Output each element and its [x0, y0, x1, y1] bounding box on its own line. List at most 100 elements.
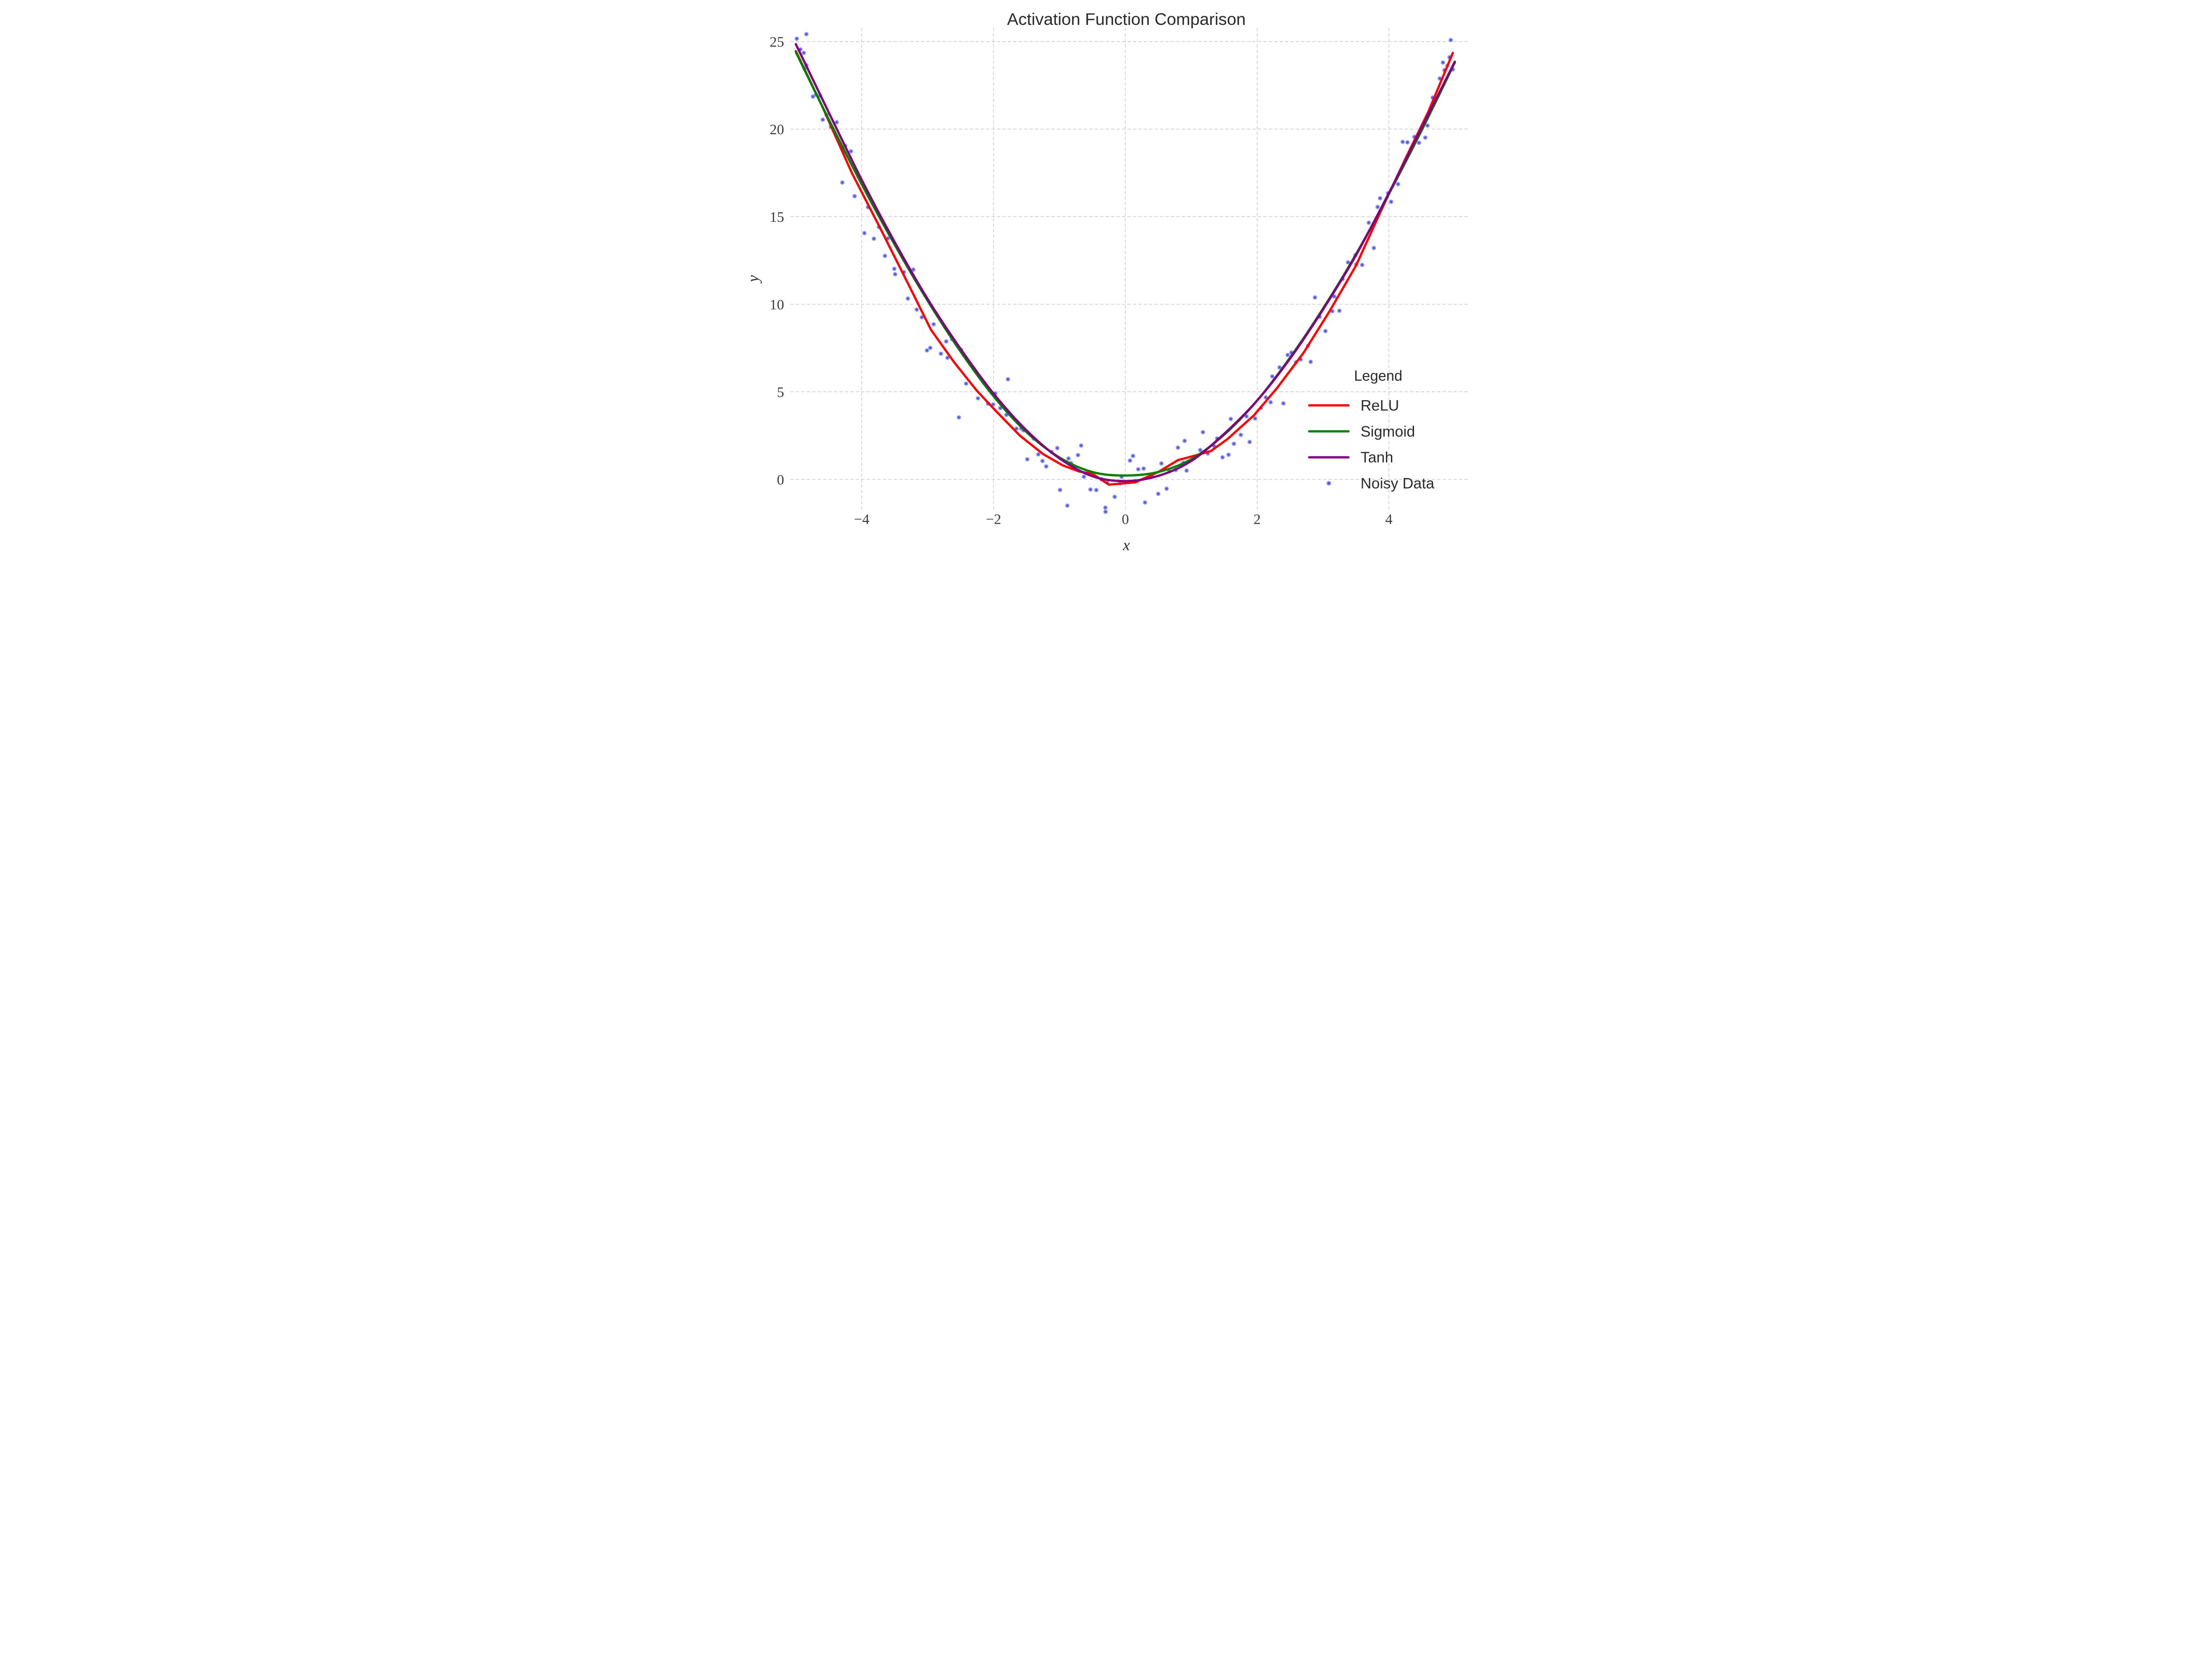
- scatter-point: [1130, 454, 1135, 459]
- y-tick-label: 5: [777, 384, 784, 400]
- scatter-point: [1231, 441, 1236, 446]
- scatter-point: [1375, 205, 1380, 210]
- scatter-point: [1405, 140, 1410, 145]
- scatter-point: [794, 36, 799, 41]
- scatter-point: [911, 267, 916, 272]
- x-axis-label: x: [1122, 536, 1130, 554]
- scatter-point: [1425, 123, 1430, 128]
- scatter-point: [1025, 457, 1030, 462]
- scatter-point: [1440, 60, 1445, 65]
- scatter-point: [1270, 374, 1275, 379]
- scatter-point: [1075, 453, 1080, 458]
- scatter-point: [1088, 487, 1093, 492]
- scatter-point: [1184, 468, 1189, 473]
- scatter-point: [1359, 263, 1364, 268]
- scatter-point: [914, 307, 919, 312]
- scatter-point: [801, 50, 806, 55]
- scatter-point: [893, 272, 898, 277]
- scatter-point: [1220, 455, 1225, 460]
- scatter-point: [1040, 459, 1045, 464]
- scatter-point: [1005, 377, 1010, 382]
- scatter-point: [1094, 488, 1099, 493]
- scatter-point: [1228, 416, 1233, 421]
- scatter-point: [1198, 448, 1203, 453]
- scatter-point: [1268, 400, 1273, 405]
- scatter-point: [1416, 140, 1421, 145]
- scatter-point: [1112, 494, 1117, 499]
- y-axis-label: y: [744, 275, 762, 283]
- scatter-point: [1103, 505, 1108, 510]
- scatter-point: [848, 149, 853, 154]
- scatter-point: [1081, 474, 1086, 479]
- scatter-point: [1156, 491, 1161, 496]
- legend-entry-label: Noisy Data: [1360, 475, 1434, 492]
- scatter-point: [1323, 329, 1328, 334]
- scatter-point: [975, 396, 980, 401]
- scatter-point: [1377, 196, 1382, 201]
- y-tick-label: 20: [769, 121, 784, 138]
- scatter-point: [1065, 503, 1070, 508]
- scatter-point: [1036, 452, 1041, 457]
- scatter-point: [1345, 260, 1350, 265]
- scatter-point: [1043, 464, 1048, 469]
- scatter-point: [943, 339, 948, 344]
- y-tick-label: 0: [777, 471, 784, 488]
- scatter-point: [1400, 139, 1405, 144]
- scatter-point: [1247, 440, 1252, 445]
- scatter-point: [1308, 359, 1313, 364]
- scatter-point: [871, 236, 876, 241]
- y-tick-label: 25: [769, 33, 784, 50]
- scatter-point: [1252, 416, 1257, 421]
- legend-entry-noisy-data: Noisy Data: [1326, 475, 1434, 492]
- x-tick-label: 0: [1122, 511, 1129, 527]
- legend-entry-tanh: Tanh: [1308, 450, 1393, 466]
- scatter-point: [1127, 458, 1132, 463]
- legend-entry-label: Tanh: [1360, 450, 1393, 466]
- y-tick-label: 10: [769, 296, 784, 312]
- scatter-point: [882, 253, 887, 258]
- y-tick-label: 15: [769, 209, 784, 225]
- scatter-point: [1238, 432, 1243, 437]
- scatter-point: [1371, 245, 1376, 250]
- scatter-point: [1055, 445, 1060, 450]
- scatter-point: [1066, 456, 1071, 461]
- x-tick-label: −2: [985, 511, 1001, 527]
- legend-entry-label: Sigmoid: [1360, 423, 1414, 440]
- scatter-point: [1337, 308, 1342, 313]
- scatter-point: [1395, 182, 1400, 187]
- scatter-points: [794, 32, 1455, 514]
- scatter-point: [1182, 438, 1187, 443]
- scatter-point: [1448, 38, 1453, 43]
- scatter-point: [956, 415, 961, 420]
- figure: −4 −2 0 2 4 0 5 10 15 20 25 Activation Function C…: [737, 0, 1475, 557]
- scatter-point: [820, 117, 825, 122]
- scatter-point: [1136, 467, 1141, 472]
- scatter-point: [840, 180, 845, 185]
- curve-tanh: [794, 43, 1456, 483]
- x-tick-label: −4: [854, 511, 869, 527]
- scatter-point: [1103, 509, 1108, 514]
- scatter-point: [1141, 466, 1146, 471]
- legend: Legend ReLU Sigmoid Tanh Noisy Data: [1308, 368, 1434, 492]
- scatter-point: [804, 32, 809, 37]
- scatter-point: [862, 230, 867, 235]
- scatter-point: [1285, 353, 1290, 358]
- scatter-point: [852, 194, 857, 199]
- x-tick-label: 4: [1385, 511, 1392, 527]
- scatter-point: [924, 348, 929, 353]
- legend-entry-sigmoid: Sigmoid: [1308, 423, 1415, 440]
- x-tick-labels: −4 −2 0 2 4: [854, 511, 1392, 527]
- scatter-point: [945, 355, 950, 360]
- scatter-point: [931, 322, 936, 327]
- curve-relu: [794, 50, 1454, 486]
- x-tick-label: 2: [1253, 511, 1261, 527]
- scatter-point: [938, 351, 943, 356]
- scatter-point: [1175, 445, 1180, 450]
- scatter-point: [1079, 443, 1084, 448]
- legend-entry-label: ReLU: [1360, 397, 1399, 414]
- scatter-point: [927, 345, 932, 350]
- scatter-point: [1280, 401, 1285, 406]
- scatter-point: [1226, 452, 1231, 457]
- scatter-point: [1277, 365, 1282, 370]
- scatter-point: [1366, 220, 1371, 225]
